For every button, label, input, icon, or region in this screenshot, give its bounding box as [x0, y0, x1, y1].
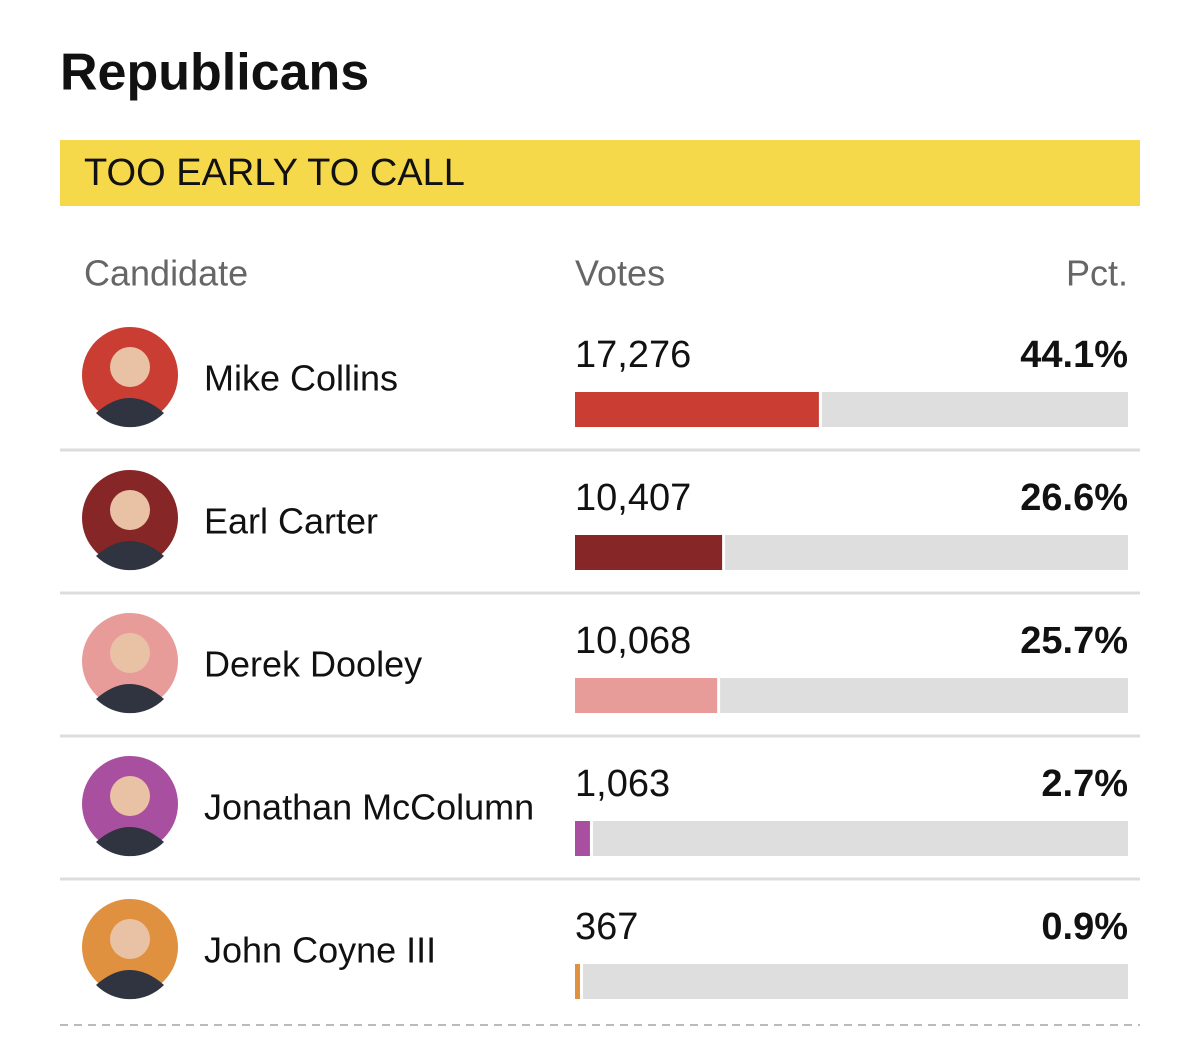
column-header: Pct. — [1066, 253, 1128, 294]
votes: 1,063 — [575, 763, 670, 805]
avatar-body — [96, 398, 164, 428]
candidate-name: Derek Dooley — [204, 644, 422, 685]
percent: 44.1% — [1020, 334, 1128, 376]
avatar-body — [96, 970, 164, 1000]
votes: 17,276 — [575, 334, 691, 376]
vote-bar — [575, 535, 723, 570]
percent: 25.7% — [1020, 620, 1128, 662]
bar-gap — [589, 821, 593, 856]
percent: 0.9% — [1041, 906, 1128, 948]
bar-gap — [722, 535, 726, 570]
avatar-body — [96, 541, 164, 571]
status: TOO EARLY TO CALL — [84, 152, 465, 194]
status-banner — [60, 140, 1140, 206]
vote-bar — [575, 392, 819, 427]
avatar-head — [110, 633, 150, 673]
vote-bar — [575, 964, 580, 999]
title: Republicans — [60, 44, 369, 102]
avatar-head — [110, 490, 150, 530]
votes: 367 — [575, 906, 638, 948]
avatar-head — [110, 776, 150, 816]
candidate-name: Jonathan McColumn — [204, 787, 534, 828]
candidate-name: Earl Carter — [204, 501, 378, 542]
avatar-head — [110, 919, 150, 959]
votes: 10,068 — [575, 620, 691, 662]
candidate-name: John Coyne III — [204, 930, 436, 971]
percent: 2.7% — [1041, 763, 1128, 805]
bar-gap — [818, 392, 822, 427]
avatar-body — [96, 684, 164, 714]
candidate-name: Mike Collins — [204, 358, 398, 399]
column-header: Candidate — [84, 253, 248, 294]
avatar-body — [96, 827, 164, 857]
column-header: Votes — [575, 253, 665, 294]
vote-bar — [575, 678, 718, 713]
bar-track — [575, 821, 1128, 856]
bar-track — [575, 964, 1128, 999]
bar-gap — [717, 678, 721, 713]
vote-bar — [575, 821, 590, 856]
votes: 10,407 — [575, 477, 691, 519]
avatar-head — [110, 347, 150, 387]
bar-gap — [579, 964, 583, 999]
percent: 26.6% — [1020, 477, 1128, 519]
